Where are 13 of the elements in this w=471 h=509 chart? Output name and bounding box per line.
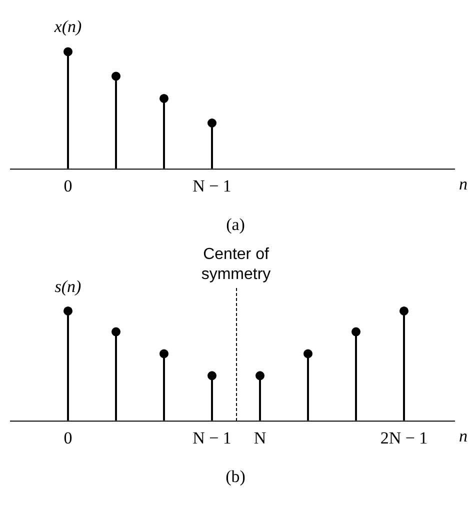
- x-axis-title: n: [459, 426, 468, 446]
- x-tick-label: N − 1: [192, 176, 232, 196]
- x-tick-label: 0: [64, 176, 72, 196]
- x-tick-label: N − 1: [192, 428, 232, 448]
- y-axis-title: x(n): [53, 16, 82, 36]
- text: (a): [225, 214, 246, 236]
- x-tick-label: 2N − 1: [380, 428, 428, 448]
- y-axis-title: s(n): [54, 276, 82, 296]
- text: Center of symmetry: [200, 245, 272, 285]
- x-tick-label: N: [254, 428, 266, 448]
- x-axis-title: n: [459, 174, 468, 194]
- text: (b): [224, 466, 246, 488]
- x-tick-label: 0: [64, 428, 72, 448]
